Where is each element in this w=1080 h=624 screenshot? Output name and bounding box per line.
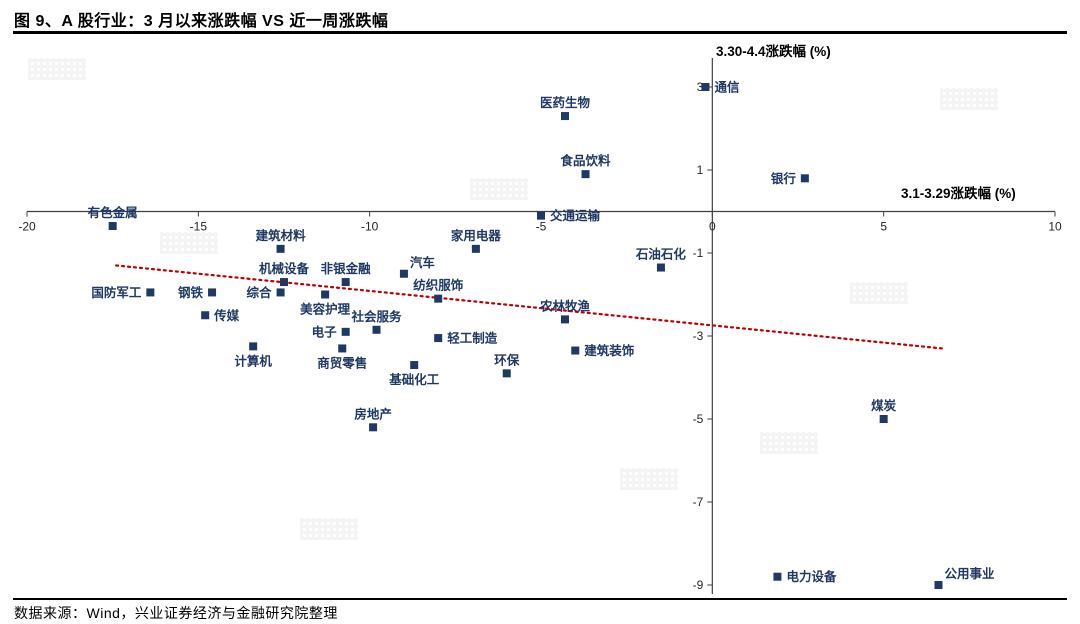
data-point (276, 244, 285, 253)
x-tick-label: 5 (880, 220, 887, 234)
data-point-label: 农林牧渔 (539, 298, 591, 313)
data-point-label: 纺织服饰 (413, 278, 464, 293)
data-point (372, 325, 381, 334)
data-point (560, 112, 569, 121)
data-point-label: 商贸零售 (317, 355, 367, 370)
data-point-label: 传媒 (213, 308, 240, 323)
data-point (369, 423, 378, 432)
y-tick-label: 1 (697, 163, 704, 177)
data-point (773, 572, 782, 581)
data-point-label: 煤炭 (871, 398, 897, 413)
data-point-label: 电力设备 (786, 569, 837, 584)
data-point (502, 369, 511, 378)
data-point-label: 医药生物 (540, 95, 591, 110)
scatter-chart: -20 -15 -10 -5 0 5 10 3 1 -1 -3 -5 -7 -9 通信医药生物食品饮料银行有… (0, 34, 1080, 596)
data-point-label: 有色金属 (88, 205, 138, 220)
footer-divider (13, 598, 1067, 600)
x-tick-label: -5 (536, 220, 547, 234)
data-point (410, 361, 419, 370)
data-point (571, 346, 580, 355)
data-point (201, 311, 210, 320)
data-point-label: 家用电器 (451, 228, 502, 243)
y-tick-label: -1 (693, 246, 704, 260)
data-point (321, 290, 330, 299)
data-point (399, 269, 408, 278)
data-point-label: 通信 (714, 80, 740, 95)
data-point-label: 房地产 (354, 406, 392, 421)
x-tick-label: 10 (1048, 220, 1062, 234)
x-tick-label: 0 (709, 220, 716, 234)
data-point (338, 344, 347, 353)
y-axis-title: 3.30-4.4涨跌幅 (%) (716, 44, 831, 59)
figure-title: 图 9、A 股行业：3 月以来涨跌幅 VS 近一周涨跌幅 (14, 13, 389, 30)
data-point-label: 计算机 (234, 353, 272, 368)
data-point (879, 415, 888, 423)
data-point (656, 263, 665, 272)
data-point (560, 315, 569, 324)
data-point-label: 银行 (771, 171, 797, 186)
x-tick-label: -15 (190, 220, 208, 234)
data-point-label: 环保 (494, 352, 520, 367)
data-point-label: 建筑材料 (256, 228, 307, 243)
data-point-label: 电子 (312, 324, 338, 339)
data-point-label: 美容护理 (300, 302, 351, 317)
x-axis-title: 3.1-3.29涨跌幅 (%) (901, 186, 1016, 201)
data-point (276, 288, 285, 297)
y-tick-label: -9 (693, 578, 704, 592)
title-underline (13, 31, 1067, 34)
y-tick-label: 3 (697, 80, 704, 94)
data-point-label: 轻工制造 (447, 331, 498, 346)
data-point-label: 基础化工 (388, 372, 440, 387)
plot-canvas: -20 -15 -10 -5 0 5 10 3 1 -1 -3 -5 -7 -9 通信医药生物食品饮料银行有… (18, 58, 1062, 594)
x-tick-label: -20 (18, 220, 36, 234)
data-point (280, 278, 288, 287)
data-point-label: 国防军工 (91, 285, 142, 300)
data-point (800, 174, 809, 183)
data-point (208, 288, 217, 297)
y-tick-label: -7 (693, 495, 704, 509)
data-point (434, 334, 443, 343)
data-point-label: 建筑装饰 (584, 343, 635, 358)
source-note: 数据来源：Wind，兴业证券经济与金融研究院整理 (14, 605, 338, 621)
data-point-label: 社会服务 (351, 309, 403, 324)
y-tick-label: -5 (693, 412, 704, 426)
data-point (341, 327, 350, 336)
data-point (581, 170, 590, 179)
x-tick-label: -10 (361, 220, 379, 234)
data-point (701, 83, 710, 91)
data-point-label: 非银金融 (321, 261, 372, 276)
data-point (249, 342, 258, 351)
data-point (146, 288, 155, 297)
data-point (537, 211, 545, 220)
data-point-label: 综合 (247, 285, 273, 300)
data-point (108, 222, 117, 231)
data-point (934, 581, 943, 589)
data-point (341, 278, 350, 287)
data-point-label: 汽车 (410, 255, 436, 270)
data-point-label: 食品饮料 (560, 153, 612, 168)
data-point-label: 机械设备 (259, 261, 310, 276)
data-point-label: 钢铁 (178, 285, 204, 300)
data-point-label: 石油石化 (635, 247, 687, 262)
y-tick-label: -3 (693, 329, 704, 343)
data-point (471, 244, 480, 253)
data-point (434, 294, 443, 303)
data-point-label: 公用事业 (944, 566, 995, 581)
trend-line (114, 264, 944, 350)
data-point-label: 交通运输 (550, 208, 601, 223)
